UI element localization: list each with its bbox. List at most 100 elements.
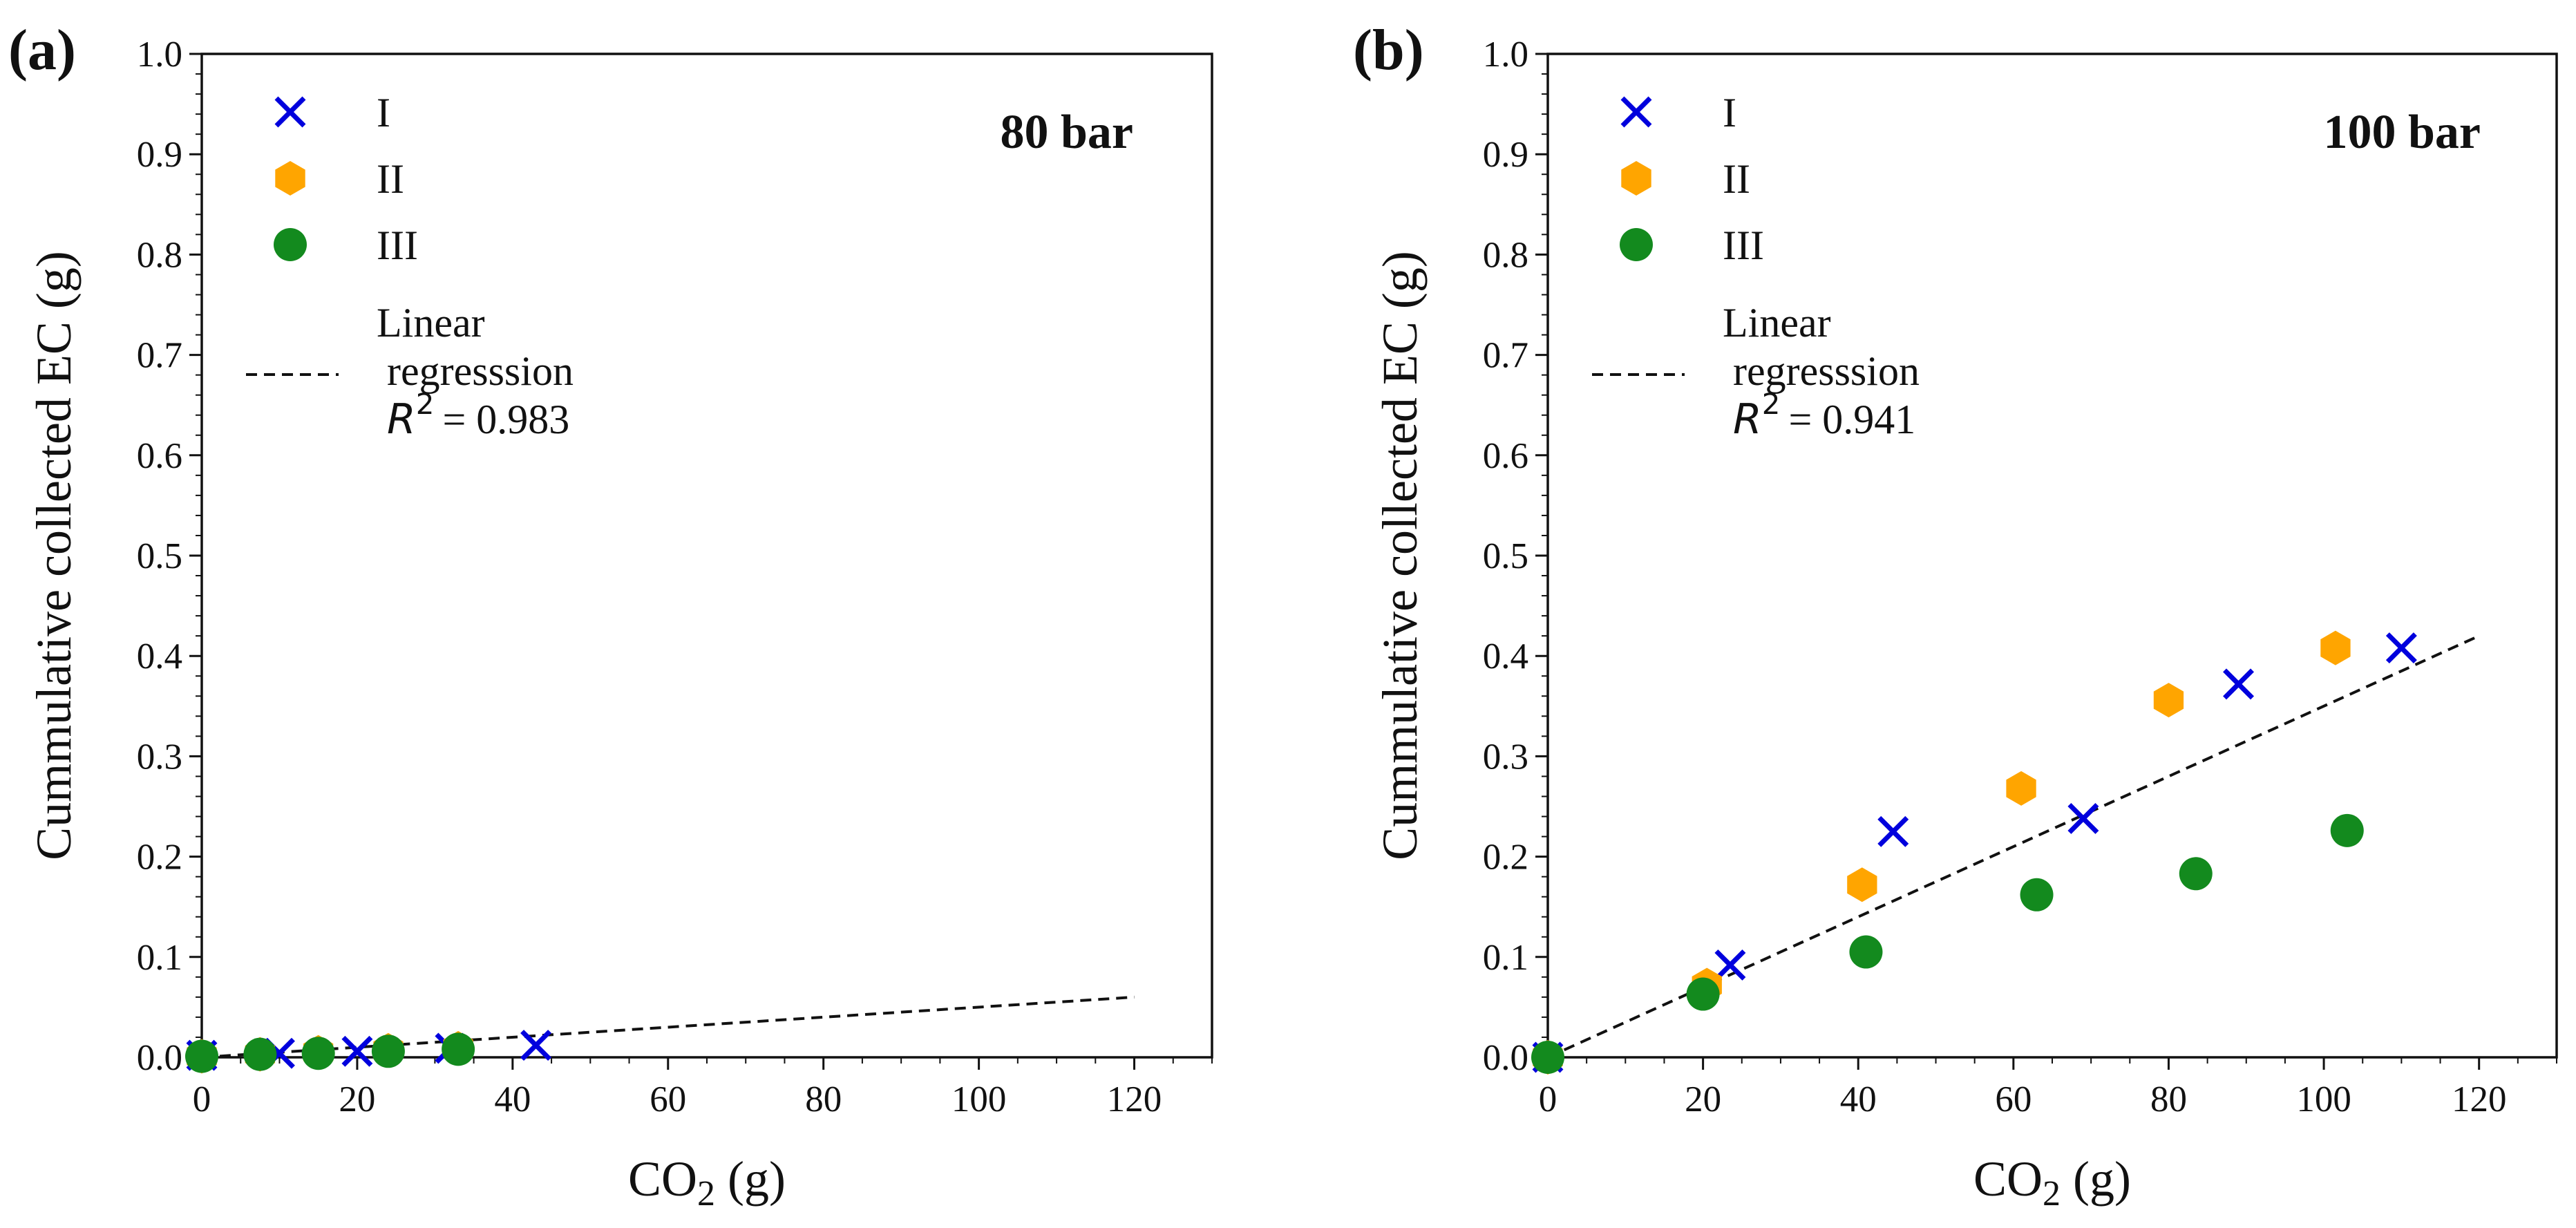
legend-label-I: I (377, 90, 390, 135)
legend-marker-II (275, 161, 305, 196)
y-tick-label: 0.5 (1483, 536, 1528, 576)
legend-marker-III (274, 228, 307, 261)
legend-marker-I (1620, 96, 1652, 128)
y-tick-label: 0.1 (1483, 938, 1528, 978)
data-point-II (2006, 771, 2036, 806)
legend-r-squared: R2 = 0.941 (1733, 387, 1915, 444)
data-point-III (185, 1039, 218, 1073)
y-tick-label: 0.2 (1483, 838, 1528, 878)
y-tick-label: 0.9 (137, 135, 182, 175)
y-tick-label: 0.6 (137, 436, 182, 476)
data-point-II (2153, 683, 2184, 718)
y-tick-label: 0.8 (137, 235, 182, 275)
legend-r-squared: R2 = 0.983 (387, 387, 569, 444)
panel-label: (b) (1353, 18, 1424, 82)
y-tick-label: 0.2 (137, 838, 182, 878)
legend-regression-label: regresssion (387, 348, 574, 394)
y-tick-label: 0.0 (1483, 1038, 1528, 1078)
y-tick-label: 0.5 (137, 536, 182, 576)
legend-label-II: II (377, 156, 404, 202)
data-point-I (1714, 949, 1746, 981)
legend-regression-label: Linear (377, 300, 485, 346)
data-point-III (442, 1032, 475, 1066)
plot-frame (1546, 53, 2558, 1059)
data-point-III (2330, 813, 2364, 847)
x-axis-label: CO2 (g) (628, 1151, 786, 1213)
x-tick-label: 100 (951, 1079, 1007, 1120)
y-tick-label: 0.8 (1483, 235, 1528, 275)
x-tick-label: 100 (2296, 1079, 2351, 1120)
data-point-I-stroke-b (2223, 668, 2255, 700)
x-tick-label: 20 (1685, 1079, 1721, 1120)
legend-marker-III (1620, 228, 1653, 261)
y-tick-label: 1.0 (137, 35, 182, 75)
data-point-I (2385, 632, 2417, 664)
data-point-III (2179, 857, 2213, 891)
y-tick-label: 0.3 (1483, 737, 1528, 777)
data-point-I-stroke-b (2385, 632, 2417, 664)
x-tick-label: 60 (650, 1079, 686, 1120)
y-tick-label: 0.9 (1483, 135, 1528, 175)
panel-label: (a) (8, 18, 76, 82)
x-tick-label: 120 (2452, 1079, 2507, 1120)
data-point-II (2320, 630, 2351, 665)
y-tick-label: 0.4 (137, 636, 182, 677)
data-point-I (2223, 668, 2255, 700)
pressure-label: 100 bar (2324, 106, 2481, 159)
y-tick-label: 1.0 (1483, 35, 1528, 75)
series-III (1531, 813, 2364, 1074)
data-point-III (243, 1037, 277, 1071)
y-tick-label: 0.1 (137, 938, 182, 978)
x-axis-label: CO2 (g) (1973, 1151, 2131, 1213)
data-point-I-stroke-b (1714, 949, 1746, 981)
y-axis-label: Cummulative collected EC (g) (26, 251, 82, 860)
x-tick-label: 40 (494, 1079, 531, 1120)
y-tick-label: 0.7 (137, 336, 182, 376)
data-point-II (1847, 867, 1877, 903)
x-tick-label: 60 (1995, 1079, 2032, 1120)
x-tick-label: 40 (1840, 1079, 1877, 1120)
legend-marker-I-stroke-b (274, 96, 306, 128)
legend-marker-I-stroke-b (1620, 96, 1652, 128)
data-point-III (1686, 977, 1720, 1011)
y-axis-label: Cummulative collected EC (g) (1372, 251, 1428, 860)
x-tick-label: 120 (1107, 1079, 1162, 1120)
chart-panel-a: 0.0 0.1 0.2 0.3 0.4 0.5 0.6 0.7 0.8 0.9 1.0 0 20 40 60… (8, 18, 1213, 1213)
y-tick-label: 0.6 (1483, 436, 1528, 476)
legend-marker-II (1621, 161, 1651, 196)
data-point-I-stroke-b (1877, 815, 1909, 847)
legend-regression-label: regresssion (1733, 348, 1920, 394)
regression-line (201, 995, 1135, 1059)
legend-label-III: III (377, 223, 418, 268)
legend-label-I: I (1723, 90, 1736, 135)
x-tick-label: 80 (805, 1079, 842, 1120)
x-tick-label: 20 (339, 1079, 375, 1120)
data-point-I (341, 1035, 373, 1067)
data-point-I-stroke-b (341, 1035, 373, 1067)
data-point-III (371, 1035, 405, 1068)
data-point-I-stroke-b (520, 1030, 552, 1061)
series-III (185, 1032, 475, 1073)
legend-regression-label: Linear (1723, 300, 1831, 346)
data-point-III (1531, 1041, 1564, 1074)
pressure-label: 80 bar (1001, 106, 1134, 159)
data-point-I (2067, 802, 2099, 834)
y-tick-label: 0.0 (137, 1038, 182, 1078)
data-point-III (2020, 878, 2054, 911)
legend-label-III: III (1723, 223, 1764, 268)
series-I (1532, 632, 2417, 1073)
data-point-I-stroke-b (2067, 802, 2099, 834)
x-tick-label: 0 (193, 1079, 211, 1120)
plot-frame (200, 53, 1213, 1059)
x-tick-label: 80 (2150, 1079, 2187, 1120)
legend-label-II: II (1723, 156, 1750, 202)
x-tick-label: 0 (1539, 1079, 1557, 1120)
data-point-III (301, 1037, 335, 1070)
data-point-I (1877, 815, 1909, 847)
chart-panel-b: 0.0 0.1 0.2 0.3 0.4 0.5 0.6 0.7 0.8 0.9 1.0 0 20 40 60… (1353, 18, 2558, 1213)
legend-marker-I (274, 96, 306, 128)
y-tick-label: 0.3 (137, 737, 182, 777)
